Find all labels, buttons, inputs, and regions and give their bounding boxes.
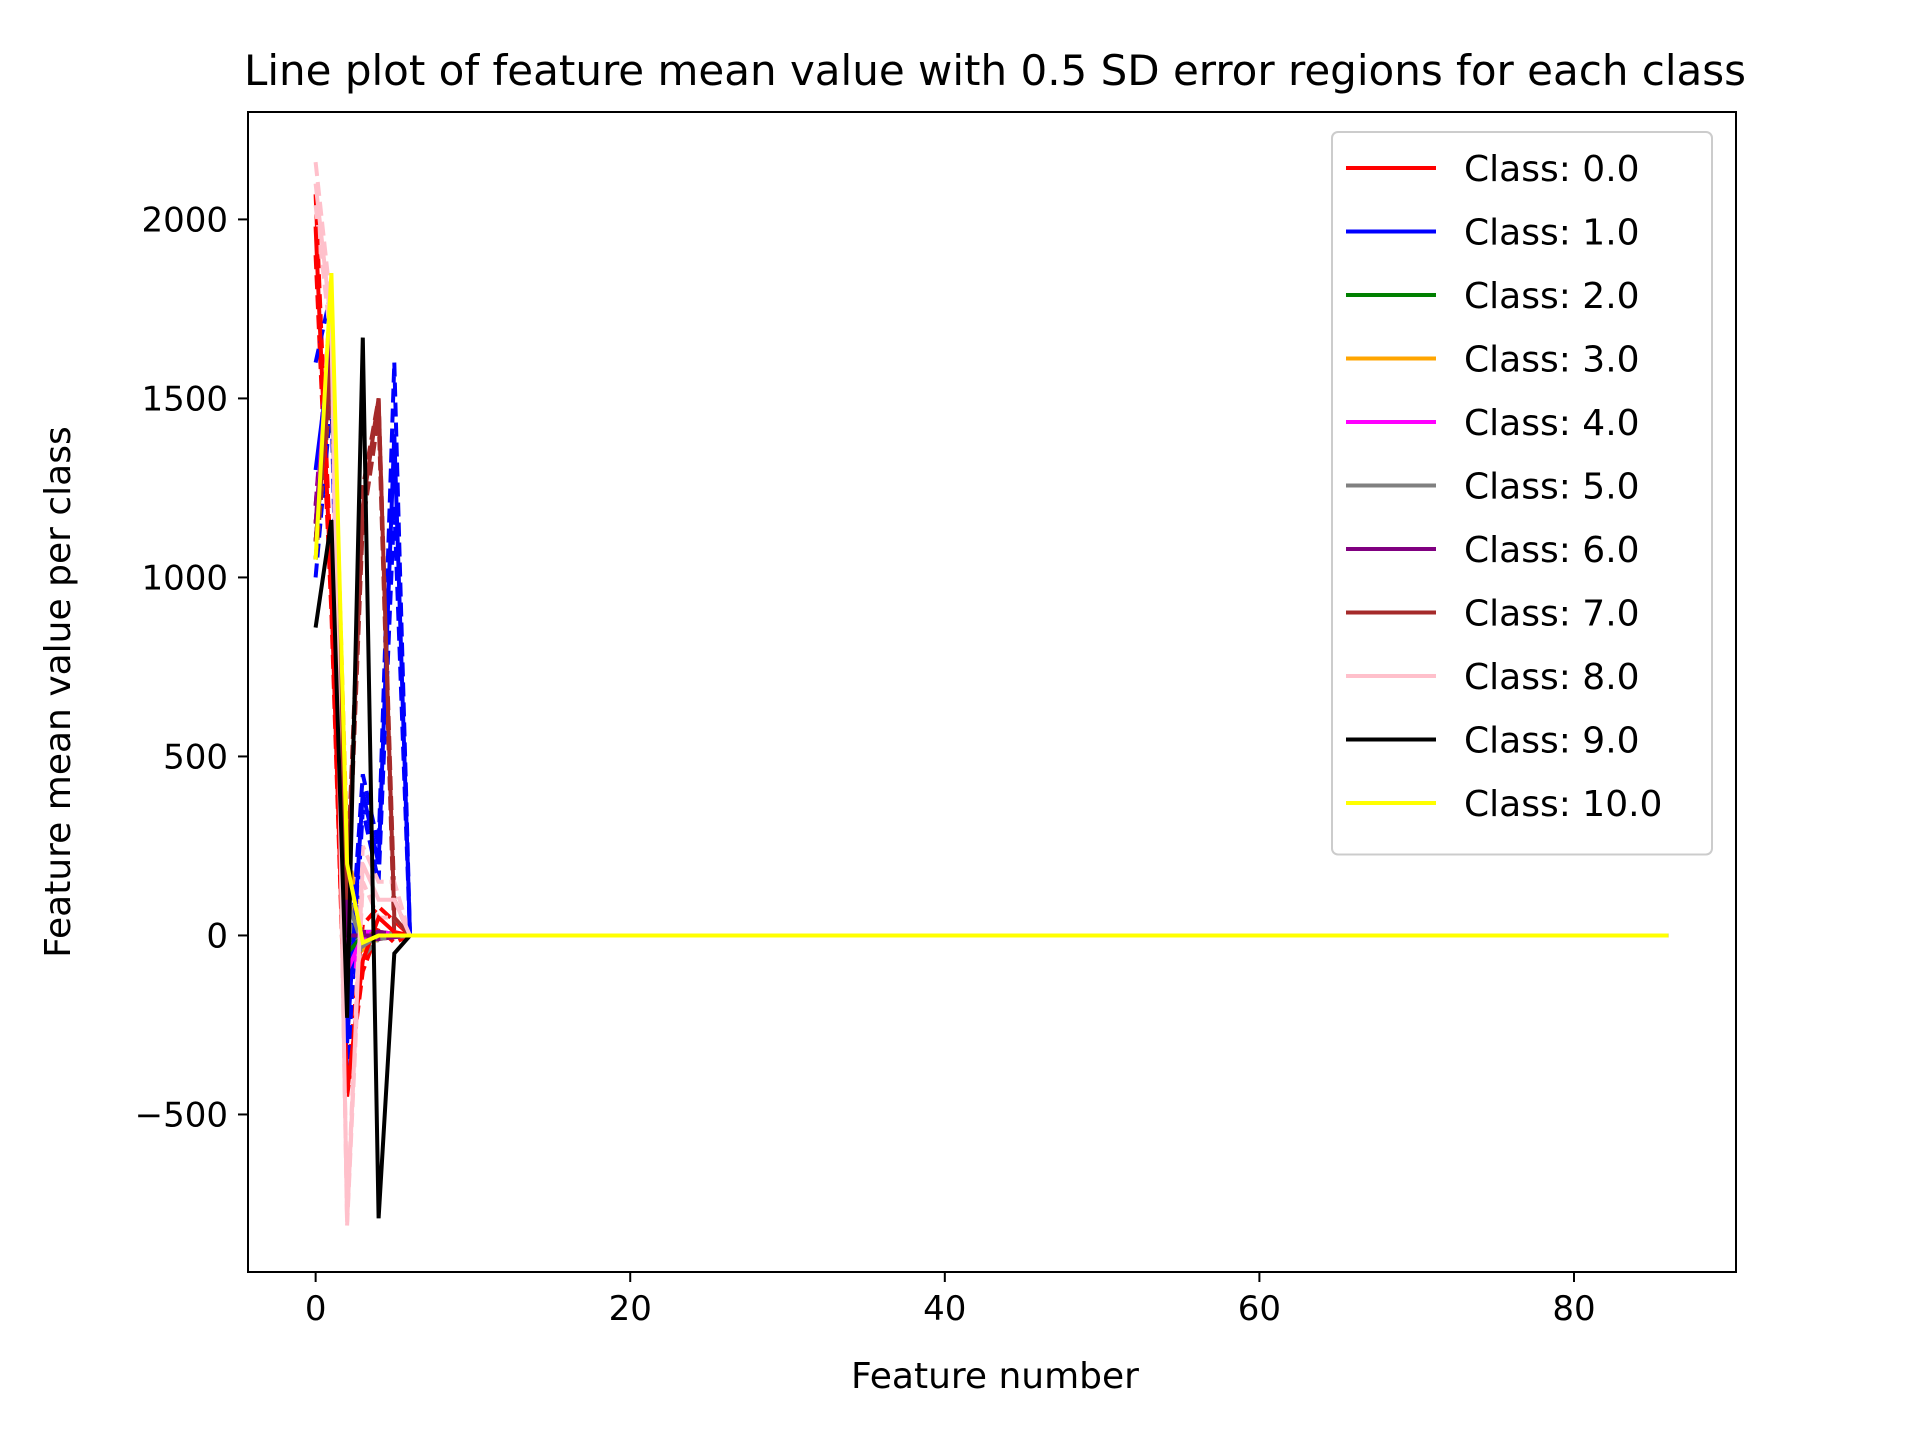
legend: Class: 0.0 Class: 1.0 Class: 2.0 Class: 3.0… bbox=[1331, 131, 1713, 856]
series-line-class-10-0 bbox=[313, 272, 1669, 946]
chart-title: Line plot of feature mean value with 0.5… bbox=[244, 46, 1746, 95]
x-tick-label: 40 bbox=[923, 1289, 966, 1329]
legend-label: Class: 0.0 bbox=[1464, 149, 1640, 190]
x-tick-label: 20 bbox=[609, 1289, 652, 1329]
legend-label: Class: 7.0 bbox=[1464, 594, 1640, 635]
legend-label: Class: 5.0 bbox=[1464, 467, 1640, 508]
series-group bbox=[313, 161, 1669, 1226]
legend-label: Class: 6.0 bbox=[1464, 530, 1640, 571]
legend-label: Class: 9.0 bbox=[1464, 721, 1640, 762]
x-axis-label: Feature number bbox=[851, 1356, 1139, 1397]
y-tick-label: 500 bbox=[163, 737, 228, 777]
legend-label: Class: 10.0 bbox=[1464, 784, 1662, 825]
series-line-class-9-0 bbox=[313, 337, 1669, 1219]
y-tick-label: −500 bbox=[135, 1095, 228, 1135]
y-tick-label: 1000 bbox=[141, 558, 228, 598]
legend-box bbox=[1331, 131, 1713, 856]
plot-frame bbox=[247, 111, 1737, 1273]
plot-area bbox=[313, 161, 1669, 1226]
y-tick-label: 2000 bbox=[141, 200, 228, 240]
x-tick-label: 0 bbox=[305, 1289, 327, 1329]
legend-label: Class: 3.0 bbox=[1464, 340, 1640, 381]
legend-label: Class: 4.0 bbox=[1464, 403, 1640, 444]
x-tick-label: 80 bbox=[1552, 1289, 1595, 1329]
legend-label: Class: 1.0 bbox=[1464, 213, 1640, 254]
legend-label: Class: 8.0 bbox=[1464, 657, 1640, 698]
y-axis-label: Feature mean value per class bbox=[38, 426, 79, 957]
x-tick-label: 60 bbox=[1238, 1289, 1281, 1329]
legend-label: Class: 2.0 bbox=[1464, 276, 1640, 317]
y-tick-label: 0 bbox=[206, 916, 228, 956]
axes: 0 20 40 60 80 −500 0 500 1000 1500 2000 bbox=[135, 111, 1737, 1329]
y-tick-label: 1500 bbox=[141, 379, 228, 419]
